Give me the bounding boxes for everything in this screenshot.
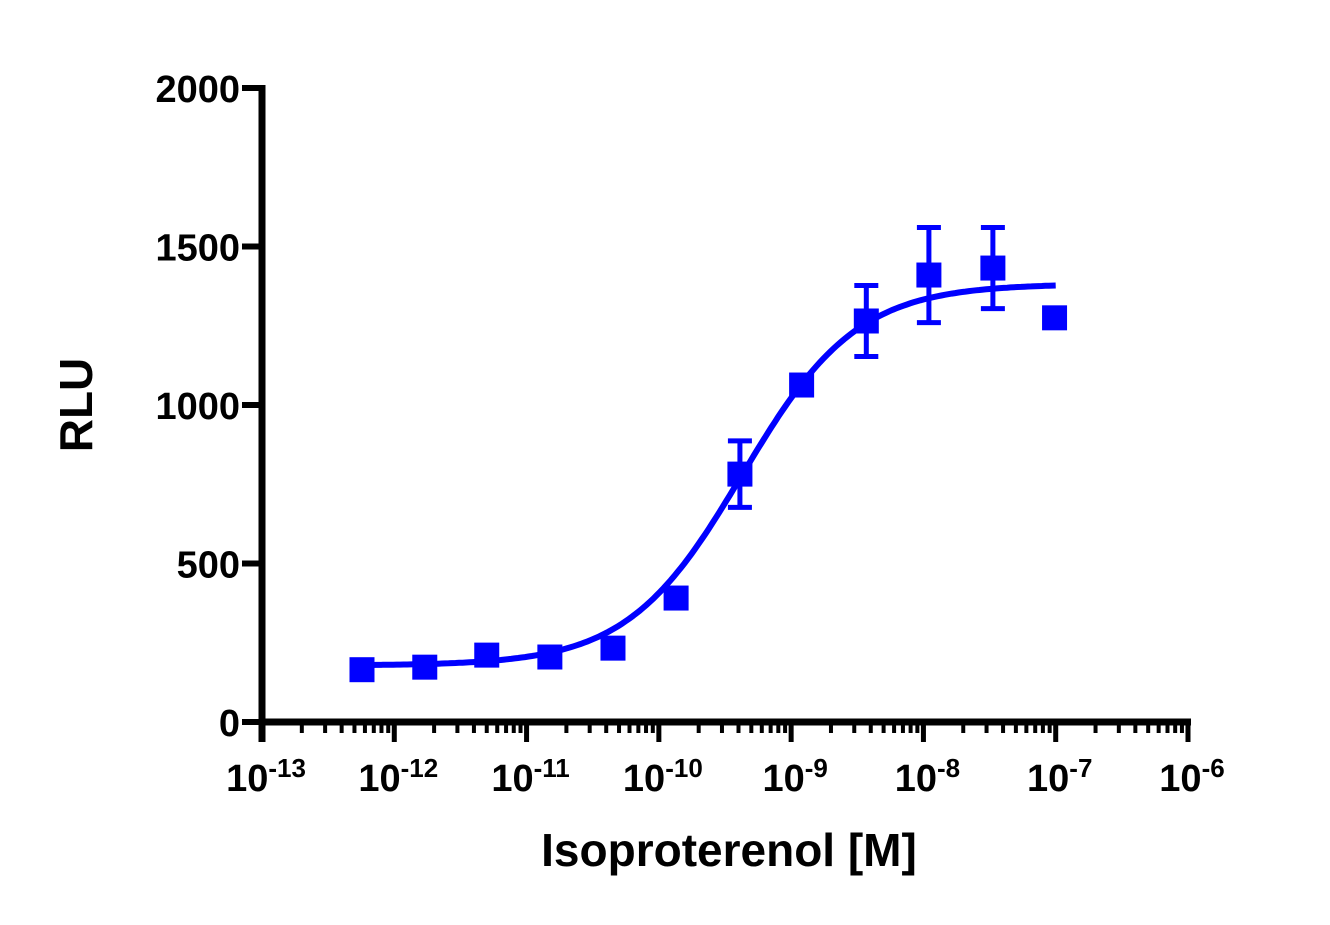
square-marker: [537, 644, 563, 670]
data-point: [1042, 305, 1068, 331]
data-points: [349, 224, 1068, 683]
y-axis-label: RLU: [50, 358, 102, 453]
x-tick-label: 10-6: [1159, 753, 1224, 800]
x-tick-exponent: -6: [1202, 753, 1225, 783]
square-marker: [663, 585, 689, 611]
x-tick-base: 10: [1159, 758, 1201, 800]
x-tick-label: 10-12: [358, 753, 438, 800]
fit-curve-layer: [361, 282, 1056, 669]
x-tick-base: 10: [226, 758, 268, 800]
data-point: [980, 224, 1006, 312]
data-point: [916, 224, 942, 326]
square-marker: [349, 657, 375, 683]
x-tick-exponent: -13: [268, 753, 306, 783]
data-point: [663, 585, 689, 611]
x-tick-label: 10-11: [491, 753, 569, 800]
square-marker: [727, 461, 753, 487]
square-marker: [853, 308, 879, 334]
x-tick-label: 10-9: [762, 753, 827, 800]
data-point: [474, 642, 500, 668]
data-point: [727, 438, 753, 510]
x-tick-label: 10-7: [1027, 753, 1092, 800]
x-tick-exponent: -7: [1069, 753, 1092, 783]
y-tick-label: 0: [219, 703, 240, 745]
square-marker: [916, 262, 942, 288]
x-tick-label: 10-10: [623, 753, 703, 800]
data-point: [349, 657, 375, 683]
x-tick-base: 10: [358, 758, 400, 800]
fit-curve: [361, 282, 1056, 669]
y-tick-label: 500: [177, 545, 240, 587]
y-tick-label: 2000: [155, 69, 240, 111]
y-tick-label: 1000: [155, 386, 240, 428]
square-marker: [789, 372, 815, 398]
square-marker: [600, 635, 626, 661]
data-point: [412, 654, 438, 680]
x-tick-exponent: -12: [401, 753, 439, 783]
data-point: [789, 372, 815, 398]
data-point: [853, 282, 879, 359]
data-point: [537, 644, 563, 670]
x-tick-base: 10: [1027, 758, 1069, 800]
x-tick-base: 10: [762, 758, 804, 800]
data-point: [600, 635, 626, 661]
axes: [242, 85, 1191, 742]
square-marker: [412, 654, 438, 680]
x-tick-base: 10: [623, 758, 665, 800]
x-tick-base: 10: [895, 758, 937, 800]
x-tick-label: 10-13: [226, 753, 306, 800]
x-tick-exponent: -10: [665, 753, 703, 783]
square-marker: [1042, 305, 1068, 331]
x-tick-label: 10-8: [895, 753, 960, 800]
x-tick-base: 10: [491, 758, 533, 800]
y-tick-label: 1500: [155, 228, 240, 270]
x-tick-exponent: -11: [534, 753, 570, 783]
x-tick-exponent: -9: [805, 753, 828, 783]
square-marker: [474, 642, 500, 668]
square-marker: [980, 255, 1006, 281]
x-tick-exponent: -8: [937, 753, 960, 783]
x-axis-label: Isoproterenol [M]: [541, 824, 917, 876]
